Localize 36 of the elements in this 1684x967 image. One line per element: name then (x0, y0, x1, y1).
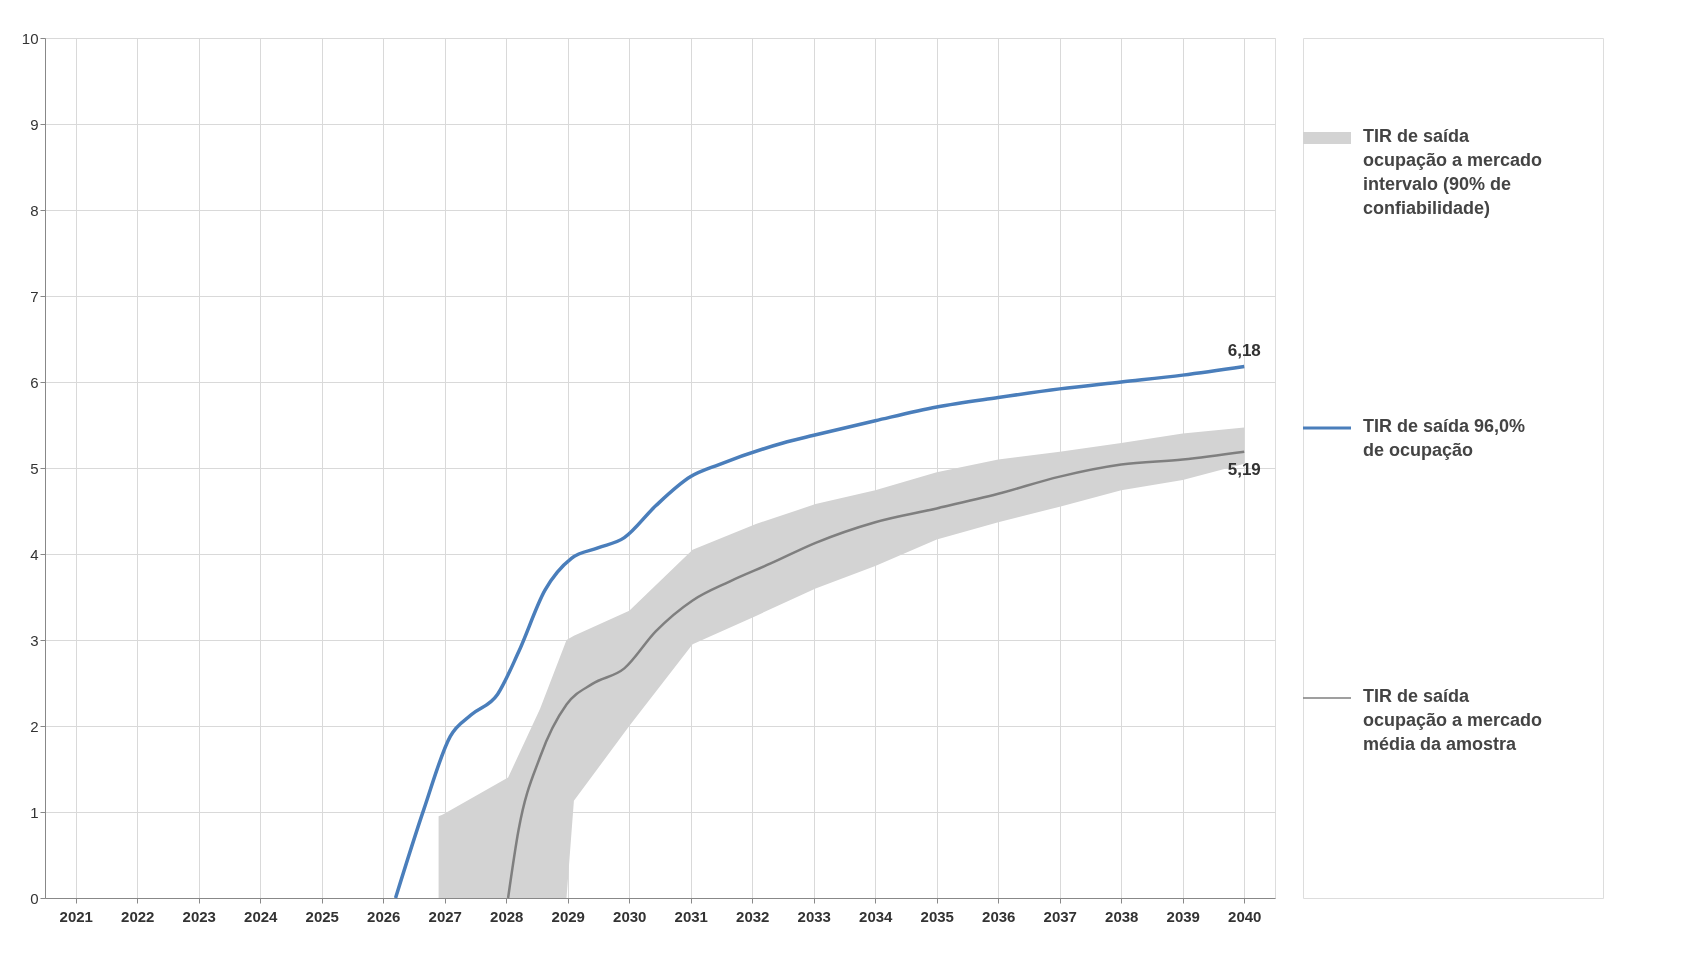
legend-label: TIR de saída 96,0% de ocupação (1363, 416, 1526, 460)
y-tick-label: 1 (30, 803, 39, 821)
y-tick-label: 0 (30, 889, 39, 907)
legend-label: TIR de saída ocupação a mercado média da amostra (1363, 686, 1543, 754)
annotation: 5,19 (1227, 459, 1261, 479)
y-tick-label: 2 (30, 717, 39, 735)
x-tick-label: 2022 (121, 907, 155, 925)
x-tick-label: 2037 (1043, 907, 1077, 925)
x-tick-label: 2025 (305, 907, 339, 925)
x-tick-label: 2035 (920, 907, 954, 925)
x-tick-label: 2033 (797, 907, 831, 925)
x-tick-label: 2027 (428, 907, 462, 925)
x-tick-label: 2023 (182, 907, 216, 925)
x-tick-label: 2021 (59, 907, 93, 925)
legend-label: TIR de saída ocupação a mercado intervalo (90% de confiabilidade) (1363, 126, 1543, 218)
x-tick-label: 2039 (1166, 907, 1200, 925)
x-tick-label: 2036 (982, 907, 1016, 925)
y-tick-label: 6 (30, 373, 39, 391)
y-tick-label: 3 (30, 631, 39, 649)
x-tick-label: 2030 (613, 907, 647, 925)
y-tick-label: 7 (30, 287, 39, 305)
x-tick-label: 2029 (551, 907, 585, 925)
x-tick-label: 2024 (244, 907, 279, 925)
x-tick-label: 2034 (859, 907, 894, 925)
x-tick-label: 2040 (1228, 907, 1262, 925)
x-tick-label: 2032 (736, 907, 770, 925)
y-tick-label: 4 (30, 545, 39, 563)
x-tick-label: 2038 (1105, 907, 1139, 925)
annotation: 6,18 (1227, 340, 1261, 360)
x-tick-label: 2028 (490, 907, 524, 925)
x-tick-label: 2026 (367, 907, 401, 925)
y-tick-label: 5 (30, 459, 39, 477)
x-tick-label: 2031 (674, 907, 708, 925)
y-tick-label: 8 (30, 201, 39, 219)
y-tick-label: 10 (21, 29, 39, 47)
y-tick-label: 9 (30, 115, 39, 133)
